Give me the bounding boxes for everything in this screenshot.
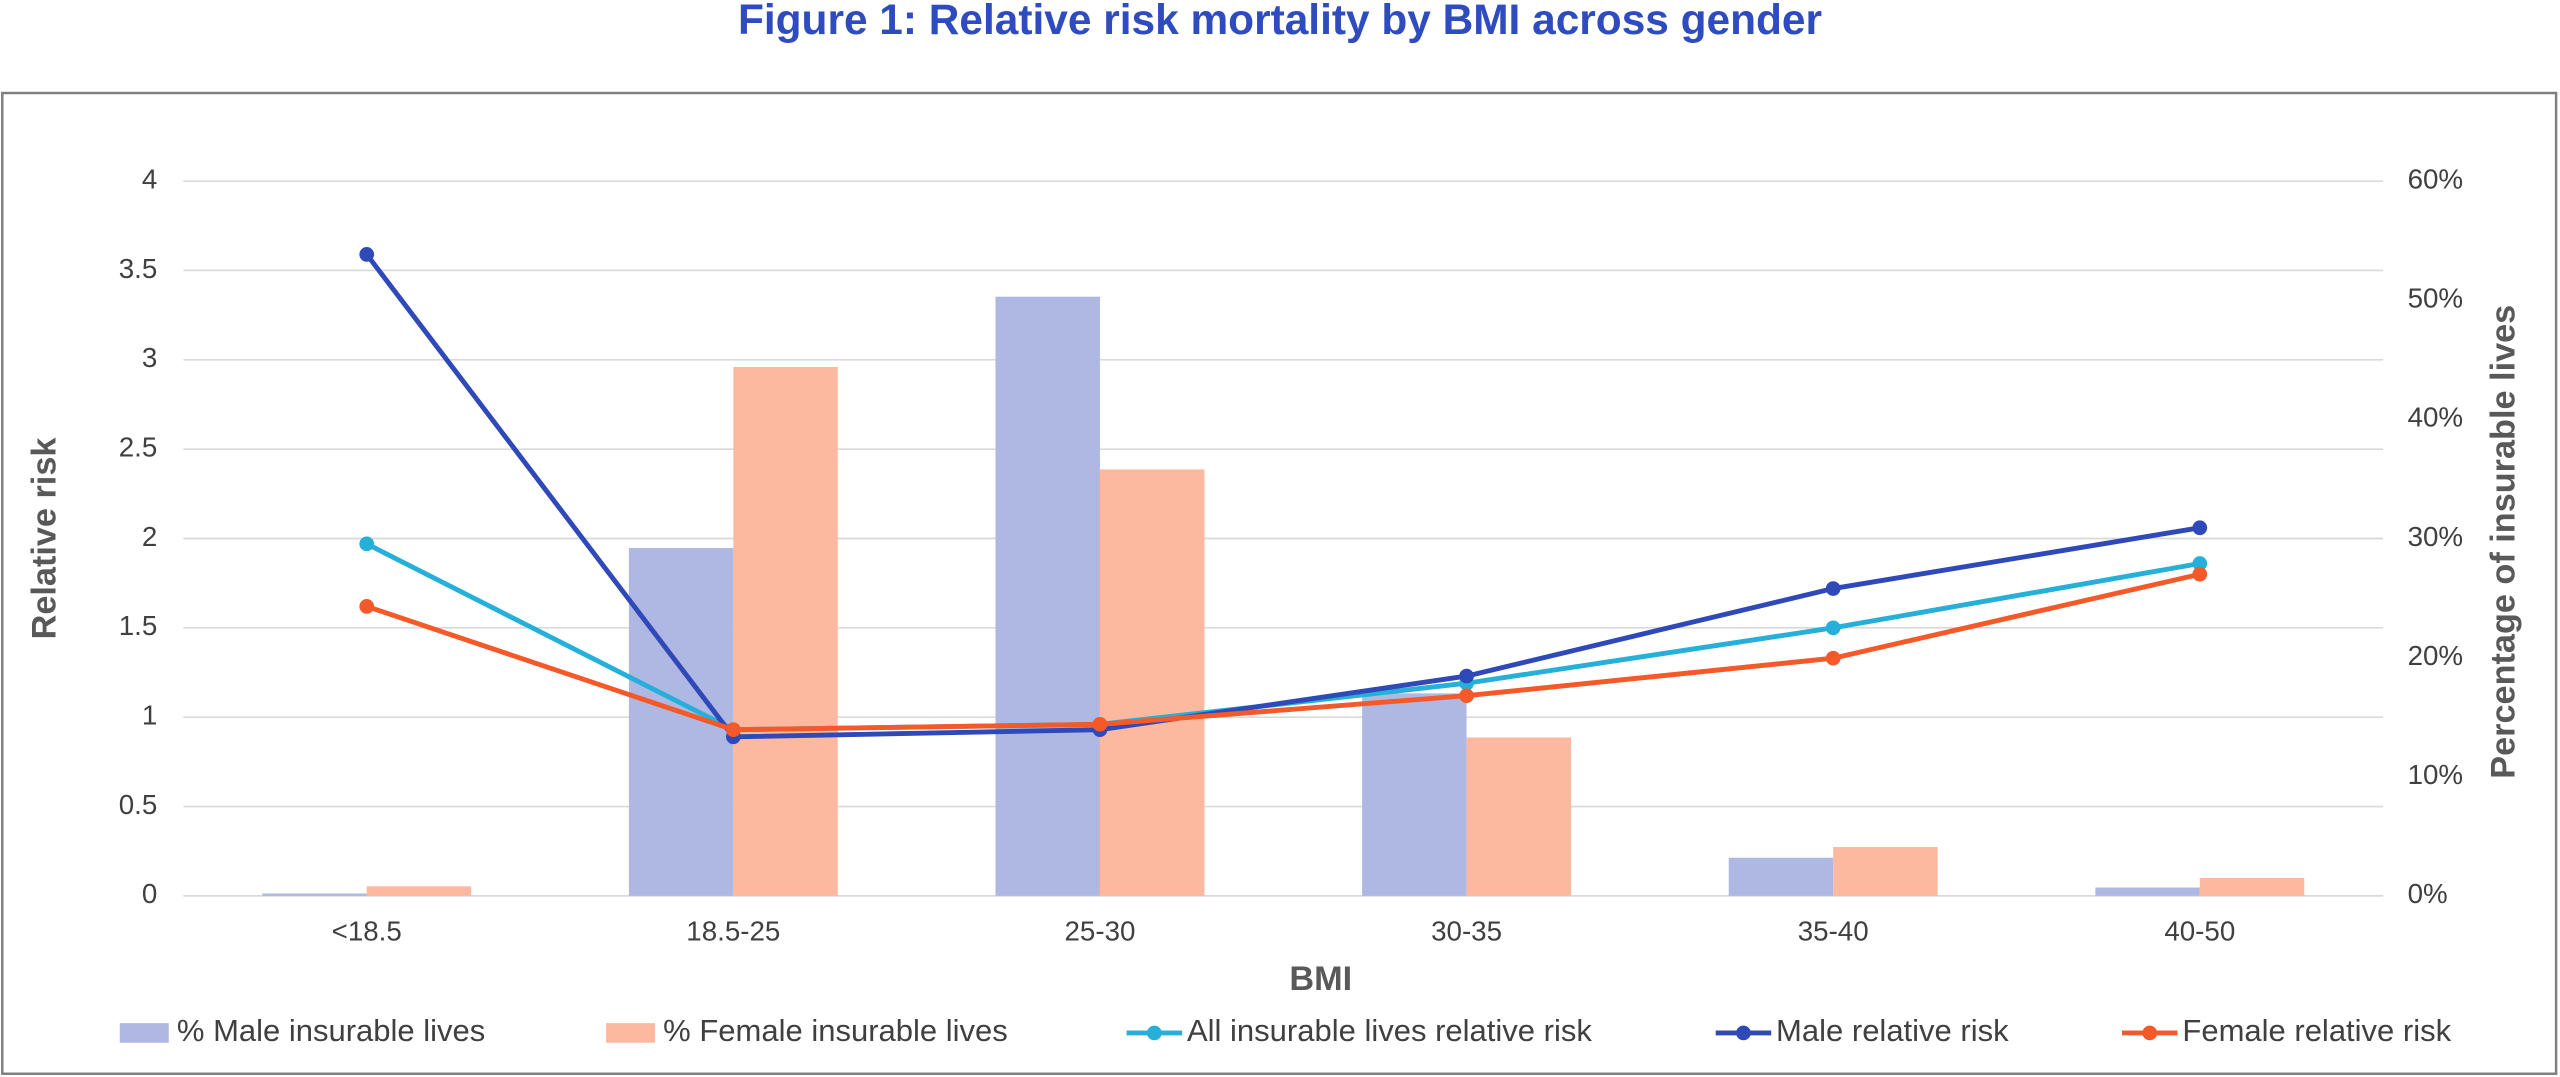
- bar: [2199, 877, 2305, 896]
- bar: [1099, 469, 1205, 896]
- y2-tick-label: 20%: [2408, 640, 2464, 671]
- chart-title: Figure 1: Relative risk mortality by BMI…: [738, 0, 1822, 43]
- legend-swatch: [606, 1023, 656, 1043]
- legend-label: Female relative risk: [2182, 1013, 2451, 1048]
- x-tick-label: 25-30: [1064, 916, 1135, 947]
- x-tick-label: 40-50: [2164, 916, 2235, 947]
- line-marker: [2192, 566, 2208, 582]
- line-marker: [359, 599, 375, 614]
- x-tick-label: 35-40: [1798, 916, 1869, 947]
- legend-label: All insurable lives relative risk: [1187, 1013, 1592, 1048]
- line-marker: [1825, 620, 1841, 636]
- legend-label: Male relative risk: [1776, 1013, 2009, 1048]
- legend-swatch: [119, 1023, 169, 1043]
- line-marker: [1459, 668, 1474, 684]
- y-tick-label: 2: [142, 521, 157, 552]
- line-marker: [359, 536, 375, 552]
- y-axis-title: Relative risk: [25, 437, 63, 640]
- bar: [262, 893, 367, 896]
- y-tick-label: 1.5: [119, 610, 158, 641]
- bar: [1362, 693, 1467, 896]
- y-tick-label: 3: [142, 342, 157, 373]
- y-tick-label: 2.5: [119, 431, 158, 462]
- line: [364, 252, 2201, 740]
- legend-marker: [2142, 1025, 2158, 1041]
- legend-label: % Male insurable lives: [177, 1013, 485, 1048]
- line-marker: [2192, 556, 2208, 571]
- y2-tick-label: 30%: [2408, 521, 2464, 552]
- legend-marker: [1736, 1025, 1751, 1041]
- line-marker: [2192, 520, 2208, 536]
- y2-tick-label: 40%: [2408, 402, 2464, 433]
- y-tick-label: 0: [142, 878, 157, 909]
- y-tick-label: 1: [142, 700, 157, 731]
- line-marker: [1825, 581, 1841, 596]
- y2-tick-label: 50%: [2408, 283, 2464, 314]
- bar: [1728, 857, 1834, 896]
- line-marker: [1459, 688, 1474, 704]
- x-axis-title: BMI: [1289, 960, 1352, 998]
- legend-label: % Female insurable lives: [663, 1013, 1008, 1048]
- y2-tick-label: 60%: [2408, 163, 2464, 194]
- bar: [995, 296, 1100, 896]
- y-tick-label: 0.5: [119, 789, 158, 820]
- y-tick-label: 3.5: [119, 253, 158, 284]
- bar: [1466, 737, 1572, 896]
- y2-tick-label: 10%: [2408, 759, 2464, 790]
- line-marker: [1092, 716, 1108, 732]
- y2-axis-title: Percentage of insurable lives: [2485, 305, 2523, 779]
- line: [365, 571, 2201, 733]
- chart-frame: [1, 91, 2558, 1075]
- bar: [366, 886, 472, 896]
- y2-tick-label: 0%: [2408, 878, 2448, 909]
- line-marker: [1825, 650, 1841, 666]
- bar: [2095, 887, 2200, 896]
- line-marker: [359, 247, 375, 262]
- line-marker: [725, 722, 741, 738]
- bar: [1833, 847, 1938, 896]
- x-tick-label: <18.5: [332, 916, 402, 947]
- legend-marker: [1147, 1025, 1162, 1041]
- bar: [733, 366, 838, 896]
- x-tick-label: 30-35: [1431, 916, 1502, 947]
- y-tick-label: 4: [142, 163, 157, 194]
- x-tick-label: 18.5-25: [686, 916, 780, 947]
